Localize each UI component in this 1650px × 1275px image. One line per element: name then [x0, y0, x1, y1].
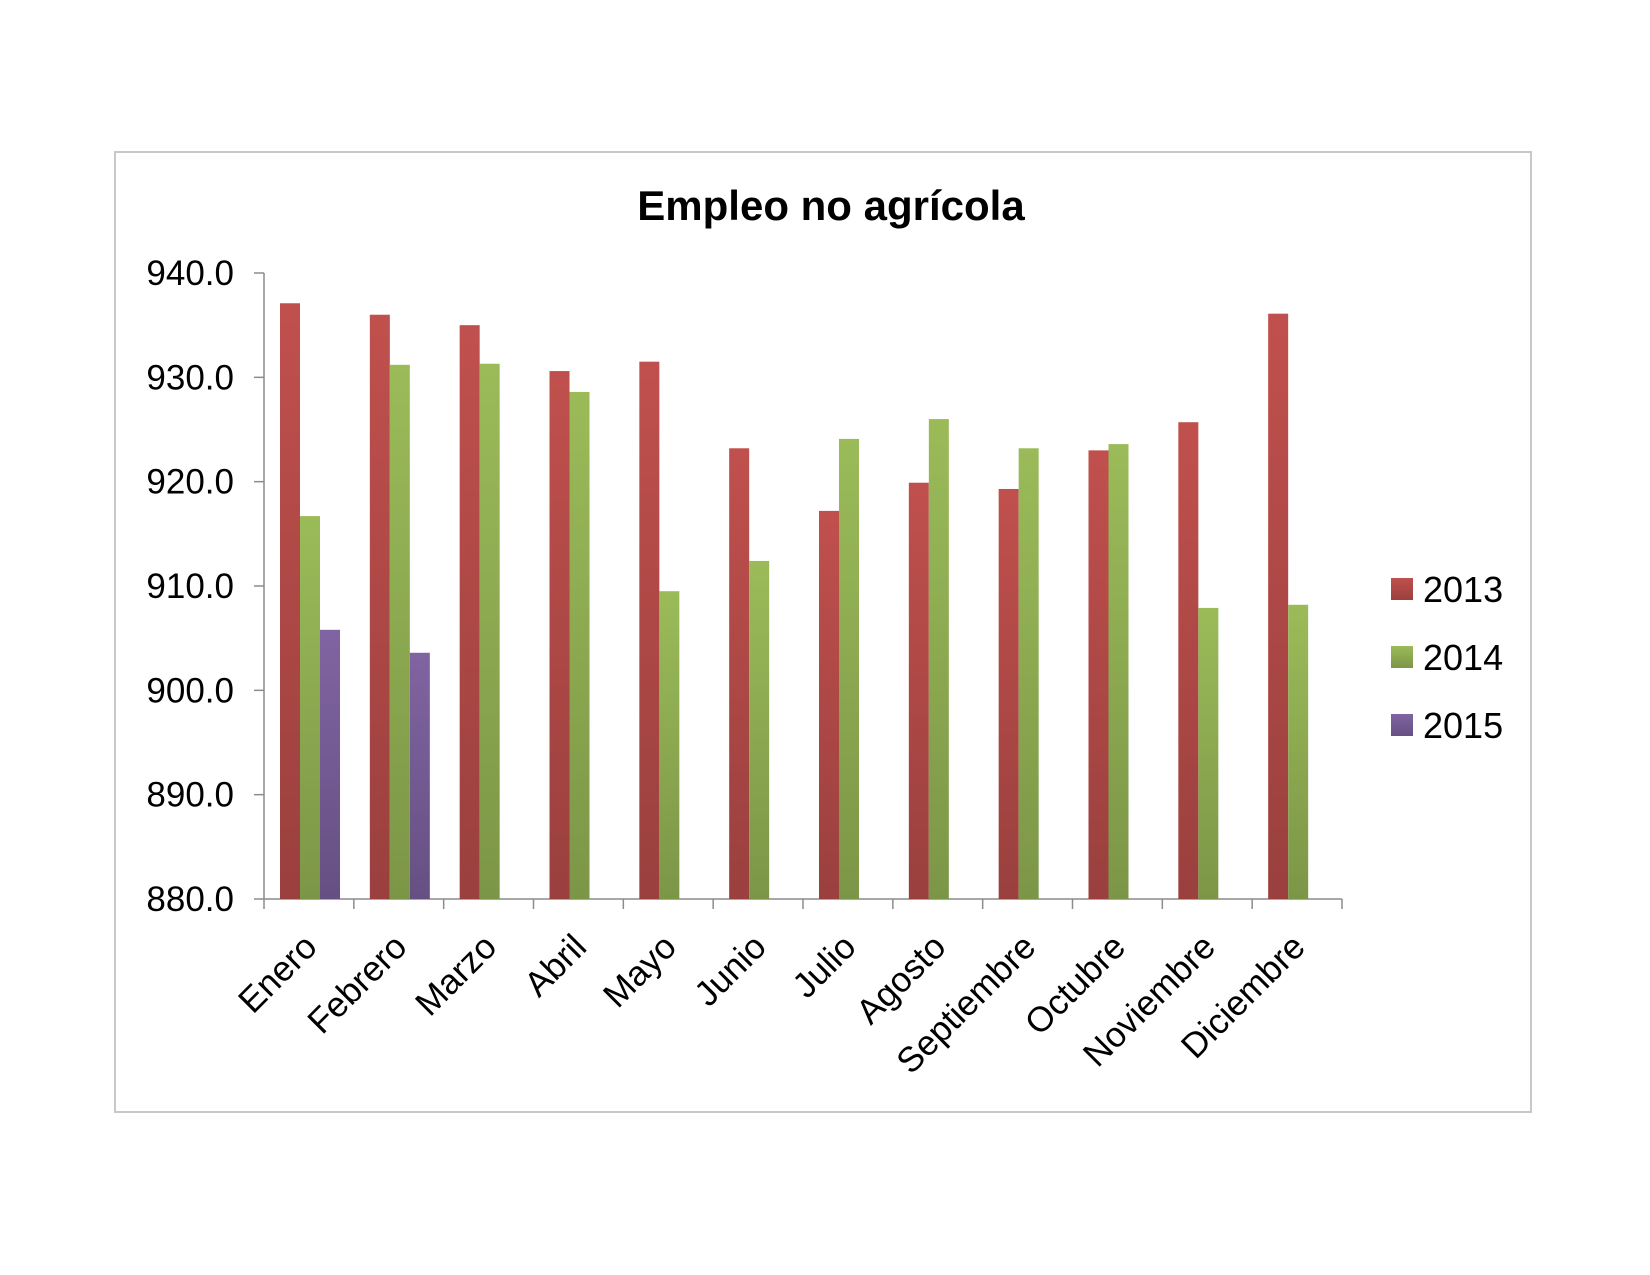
- bar-2013: [369, 314, 390, 899]
- y-tick-label: 920.0: [146, 463, 234, 502]
- x-tick-label: Junio: [687, 927, 774, 1014]
- y-tick-label: 900.0: [146, 671, 234, 710]
- bar-2014: [479, 363, 500, 899]
- y-axis: 940.0 930.0 920.0 910.0 900.0 890.0 880.0: [146, 254, 265, 919]
- chart-frame: Empleo no agrícola 940.0 930.0 920.0 910.0 9…: [114, 151, 1532, 1113]
- bar-2014: [389, 364, 410, 899]
- x-tick-label: Julio: [785, 927, 863, 1005]
- bar-2014: [749, 560, 770, 899]
- legend-swatch-2014: [1391, 646, 1413, 668]
- bar-2013: [819, 510, 839, 899]
- bar-2013: [639, 361, 660, 899]
- y-tick-label: 890.0: [146, 776, 234, 815]
- bar-2014: [569, 391, 590, 899]
- bar-2013: [729, 448, 750, 899]
- bar-2014: [839, 438, 859, 899]
- bar-2013: [459, 325, 480, 899]
- x-tick-label: Abril: [517, 927, 594, 1004]
- bar-2014: [1288, 604, 1309, 899]
- bar-2013: [1088, 450, 1109, 899]
- bar-2013: [280, 303, 300, 899]
- bar-2013: [1178, 422, 1199, 899]
- bar-2015: [409, 652, 430, 899]
- chart-svg: Empleo no agrícola 940.0930.0920.0910.09…: [146, 182, 1503, 1081]
- bar-2014: [1108, 444, 1129, 899]
- legend-label-2014: 2014: [1423, 637, 1503, 678]
- x-tick-label: Mayo: [596, 927, 684, 1015]
- bar-2014: [1198, 607, 1219, 899]
- bar-2015: [320, 629, 340, 899]
- bar-2014: [1018, 448, 1039, 899]
- x-tick-label: Febrero: [300, 927, 414, 1041]
- bars: [280, 303, 1309, 899]
- chart-title: Empleo no agrícola: [637, 182, 1025, 229]
- y-tick-label: 880.0: [146, 880, 234, 919]
- legend: 2013 2014 2015: [1391, 569, 1503, 746]
- bar-2014: [659, 591, 680, 899]
- bar-2013: [908, 482, 929, 899]
- bar-2014: [928, 419, 949, 899]
- bar-2013: [998, 488, 1019, 899]
- legend-label-2013: 2013: [1423, 569, 1503, 610]
- y-tick-label: 910.0: [146, 567, 234, 606]
- bar-2014: [300, 516, 320, 899]
- legend-swatch-2015: [1391, 714, 1413, 736]
- legend-label-2015: 2015: [1423, 705, 1503, 746]
- bar-2013: [549, 371, 570, 899]
- y-tick-label: 930.0: [146, 358, 234, 397]
- x-tick-label: Marzo: [408, 927, 504, 1023]
- legend-swatch-2013: [1391, 578, 1413, 600]
- y-tick-label: 940.0: [146, 254, 234, 293]
- bar-2013: [1268, 313, 1289, 899]
